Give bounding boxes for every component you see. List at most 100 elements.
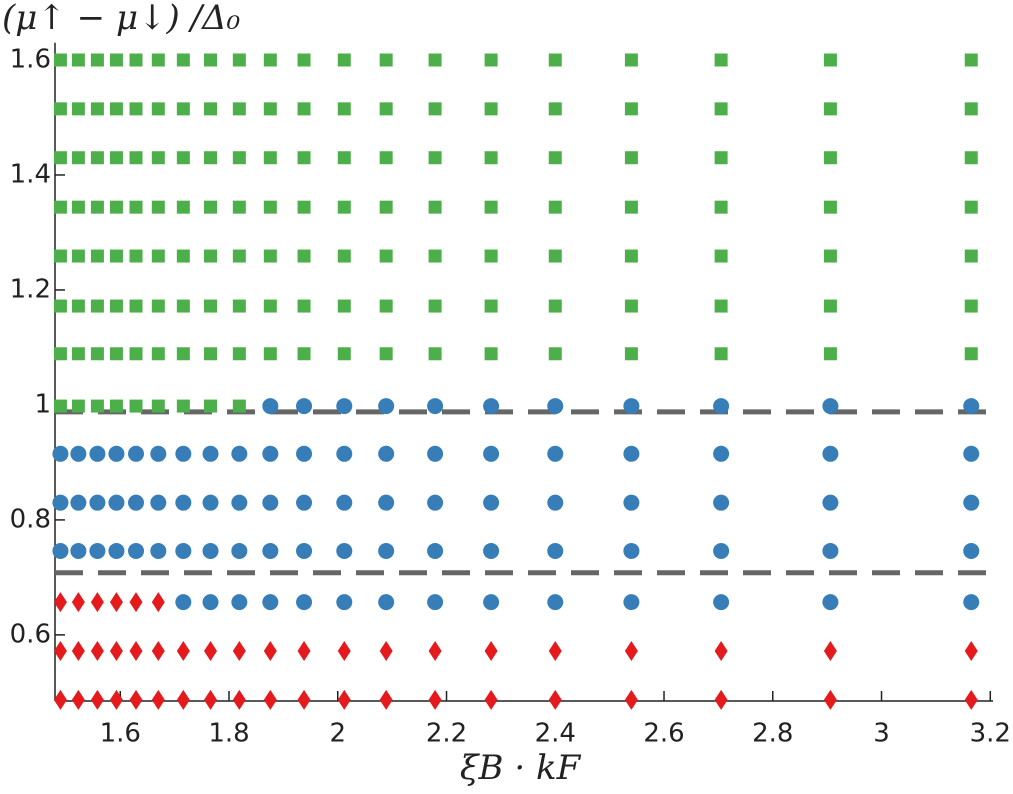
point [232,200,246,214]
point [262,398,279,415]
point [484,53,498,67]
point [379,102,393,116]
point [427,398,444,415]
point [336,445,353,462]
point [151,151,165,165]
point [337,102,351,116]
point [53,200,67,214]
point [547,398,564,415]
point [71,151,85,165]
point [964,151,978,165]
x-tick-label: 2.2 [426,719,467,749]
point [963,445,980,462]
point [129,249,143,263]
point [90,102,104,116]
point [336,542,353,559]
y-tick-label: 1.6 [10,44,51,74]
point [714,249,728,263]
point [548,249,562,263]
point [963,398,980,415]
point [623,542,640,559]
point [71,640,85,661]
point [548,640,562,661]
point [822,594,839,611]
point [484,102,498,116]
point [484,689,498,710]
point [262,494,279,511]
point [53,689,67,710]
point [263,299,277,313]
point [175,445,192,462]
point [714,102,728,116]
point [129,53,143,67]
y-tick-label: 0.8 [10,504,51,534]
y-tick-label: 1 [34,389,51,419]
point [823,347,837,361]
point [89,542,106,559]
point [822,542,839,559]
point [53,249,67,263]
point [232,249,246,263]
point [337,53,351,67]
point [427,594,444,611]
point [297,102,311,116]
point [548,151,562,165]
point [548,53,562,67]
point [232,53,246,67]
point [378,494,395,511]
point [232,689,246,710]
point [151,200,165,214]
point [623,398,640,415]
y-tick-label: 1.4 [10,159,51,189]
point [176,689,190,710]
x-tick-label: 1.8 [208,719,249,749]
point [547,445,564,462]
point [90,151,104,165]
point [262,542,279,559]
x-tick-label: 1.6 [100,719,141,749]
point [548,102,562,116]
point [714,151,728,165]
point [428,53,442,67]
point [623,594,640,611]
point [964,53,978,67]
point [176,399,190,413]
point [484,640,498,661]
x-tick-label: 2.4 [535,719,576,749]
point [296,445,313,462]
point [963,542,980,559]
point [231,494,248,511]
x-tick-label: 3.2 [970,719,1011,749]
point [176,299,190,313]
point [90,299,104,313]
point [428,102,442,116]
point [204,640,218,661]
point [53,299,67,313]
point [70,445,87,462]
point [337,299,351,313]
point [90,53,104,67]
point [427,445,444,462]
point [53,102,67,116]
point [202,594,219,611]
point [108,445,125,462]
point [151,53,165,67]
point [128,445,145,462]
point [90,592,104,613]
point [128,542,145,559]
point [714,689,728,710]
point [109,53,123,67]
point [714,53,728,67]
point [337,151,351,165]
point [296,542,313,559]
point [823,53,837,67]
point [175,542,192,559]
point [624,299,638,313]
point [204,249,218,263]
point [296,594,313,611]
point [822,445,839,462]
point [823,249,837,263]
point [52,542,69,559]
point [297,249,311,263]
